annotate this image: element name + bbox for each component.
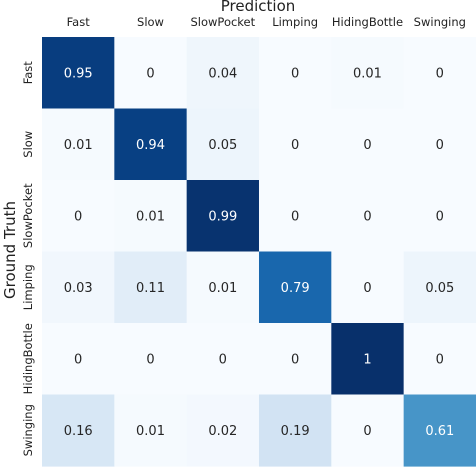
cell-value-label: 0.01 <box>136 209 165 224</box>
heatmap-cell <box>258 251 332 324</box>
cell-value-label: 0.01 <box>136 424 165 439</box>
heatmap-cell <box>331 394 405 467</box>
heatmap-cell <box>42 394 115 467</box>
cell-value-label: 0.02 <box>208 424 237 439</box>
cell-value-label: 0.16 <box>64 424 93 439</box>
heatmap-cell <box>186 323 260 396</box>
heatmap-cell <box>331 251 405 324</box>
cell-value-label: 0 <box>146 352 154 367</box>
y-tick-labels: Fast Slow SlowPocket Limping HidingBottle Swi… <box>21 61 35 457</box>
heatmap-cells: 0.95 0 0.04 0 0.01 0 0.01 0.94 0.05 0 0 0 0 0.01 0.99 0… <box>42 37 476 467</box>
cell-value-label: 0 <box>363 209 371 224</box>
heatmap-cell <box>42 180 115 253</box>
x-tick-label: SlowPocket <box>190 15 255 29</box>
cell-value-label: 0.01 <box>64 138 93 153</box>
heatmap-cell <box>331 323 405 396</box>
cell-value-label: 1 <box>363 352 371 367</box>
cell-value-label: 0.05 <box>208 138 237 153</box>
x-tick-label: HidingBottle <box>332 15 403 29</box>
heatmap-cell <box>331 180 405 253</box>
heatmap-cell <box>403 323 476 396</box>
heatmap-cell <box>186 37 260 110</box>
cell-value-label: 0.95 <box>64 66 93 81</box>
cell-value-label: 0 <box>74 209 82 224</box>
heatmap-cell <box>114 251 188 324</box>
heatmap-cell <box>403 394 476 467</box>
x-tick-labels: Fast Slow SlowPocket Limping HidingBottle Swi… <box>67 15 466 29</box>
cell-value-label: 0.61 <box>425 424 454 439</box>
y-tick-label: HidingBottle <box>21 323 35 394</box>
cell-value-label: 0 <box>291 209 299 224</box>
heatmap-cell <box>42 251 115 324</box>
cell-value-label: 0.03 <box>64 281 93 296</box>
heatmap-cell <box>258 394 332 467</box>
heatmap-cell <box>258 323 332 396</box>
cell-value-label: 0 <box>363 281 371 296</box>
heatmap-cell <box>331 37 405 110</box>
heatmap-cell <box>258 37 332 110</box>
heatmap-cell <box>403 108 476 181</box>
cell-value-label: 0 <box>436 209 444 224</box>
cell-value-label: 0.01 <box>208 281 237 296</box>
heatmap-cell <box>114 394 188 467</box>
x-tick-label: Limping <box>272 15 318 29</box>
heatmap-cell <box>186 394 260 467</box>
cell-value-label: 0.04 <box>208 66 237 81</box>
y-tick-label: Limping <box>21 264 35 310</box>
heatmap-cell <box>186 108 260 181</box>
cell-value-label: 0.01 <box>353 66 382 81</box>
y-tick-label: SlowPocket <box>21 183 35 248</box>
heatmap-cell <box>403 37 476 110</box>
x-tick-label: Fast <box>67 15 91 29</box>
heatmap-cell <box>114 323 188 396</box>
cell-value-label: 0.11 <box>136 281 165 296</box>
heatmap-cell <box>403 251 476 324</box>
heatmap-cell <box>42 37 115 110</box>
cell-value-label: 0 <box>436 138 444 153</box>
x-tick-label: Slow <box>137 15 164 29</box>
heatmap-cell <box>258 108 332 181</box>
y-tick-label: Swinging <box>21 404 35 456</box>
cell-value-label: 0 <box>291 66 299 81</box>
heatmap-cell <box>114 37 188 110</box>
x-tick-label: Swinging <box>414 15 466 29</box>
heatmap-cell <box>42 323 115 396</box>
cell-value-label: 0.99 <box>208 209 237 224</box>
heatmap-cell <box>186 180 260 253</box>
heatmap-cell <box>114 180 188 253</box>
cell-value-label: 0.19 <box>281 424 310 439</box>
heatmap-cell <box>403 180 476 253</box>
cell-value-label: 0 <box>291 138 299 153</box>
cell-value-label: 0.79 <box>281 281 310 296</box>
heatmap-cell <box>258 180 332 253</box>
heatmap-cell <box>331 108 405 181</box>
cell-value-label: 0 <box>436 352 444 367</box>
x-axis-title: Prediction <box>221 0 296 15</box>
cell-value-label: 0 <box>219 352 227 367</box>
cell-value-label: 0 <box>74 352 82 367</box>
cell-value-label: 0 <box>363 424 371 439</box>
y-axis-title: Ground Truth <box>1 201 19 299</box>
y-tick-label: Slow <box>21 131 35 158</box>
cell-value-label: 0.05 <box>425 281 454 296</box>
heatmap-cell <box>114 108 188 181</box>
cell-value-label: 0 <box>291 352 299 367</box>
y-tick-label: Fast <box>21 61 35 85</box>
heatmap-cell <box>42 108 115 181</box>
cell-value-label: 0 <box>146 66 154 81</box>
heatmap-cell <box>186 251 260 324</box>
cell-value-label: 0 <box>363 138 371 153</box>
cell-value-label: 0.94 <box>136 138 165 153</box>
cell-value-label: 0 <box>436 66 444 81</box>
